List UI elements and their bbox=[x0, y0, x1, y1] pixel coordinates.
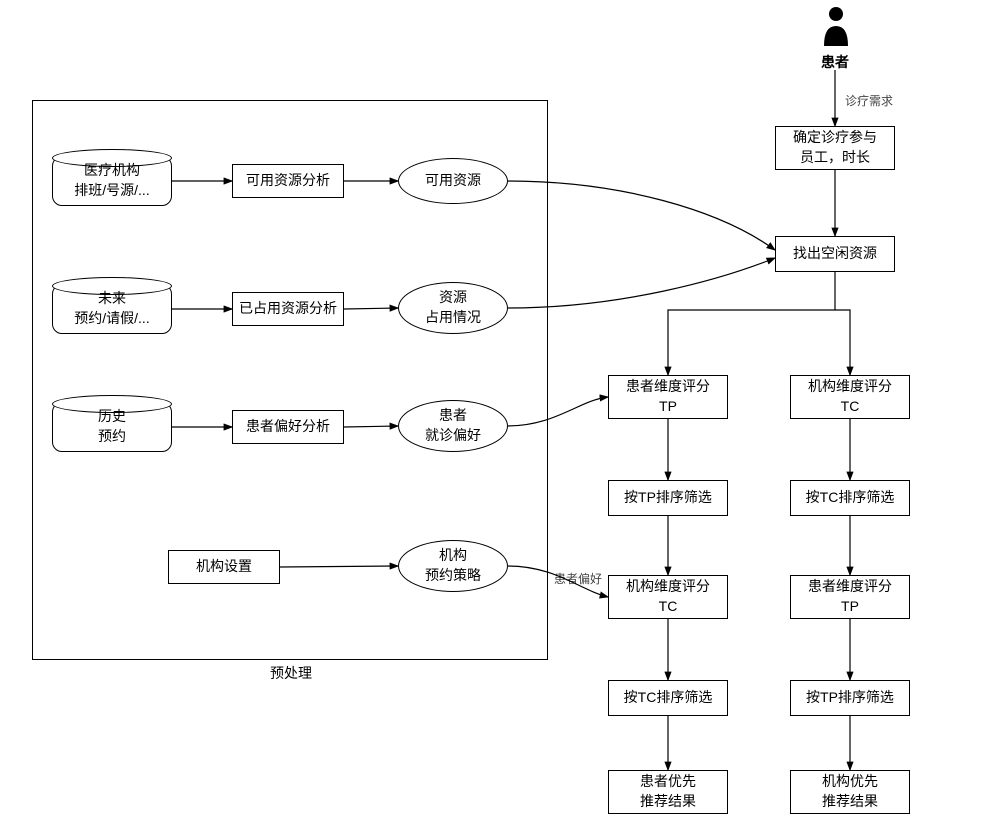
patient-actor-label: 患者 bbox=[820, 52, 850, 72]
cylinder-text: 历史预约 bbox=[98, 407, 126, 446]
cylinder-text: 医疗机构排班/号源/... bbox=[74, 161, 149, 200]
cylinder-future-appointments: 未来预约/请假/... bbox=[52, 284, 172, 334]
cylinder-history: 历史预约 bbox=[52, 402, 172, 452]
rect-sort-tc: 按TC排序筛选 bbox=[608, 680, 728, 716]
rect-sort-tp: 按TP排序筛选 bbox=[608, 480, 728, 516]
preprocess-label: 预处理 bbox=[270, 663, 312, 683]
ellipse-available-resource: 可用资源 bbox=[398, 158, 508, 204]
rect-occupied-analysis: 已占用资源分析 bbox=[232, 292, 344, 326]
ellipse-patient-pref: 患者就诊偏好 bbox=[398, 400, 508, 452]
rect-patient-result: 患者优先推荐结果 bbox=[608, 770, 728, 814]
ellipse-org-policy: 机构预约策略 bbox=[398, 540, 508, 592]
rect-org-tc-2: 机构维度评分TC bbox=[790, 375, 910, 419]
rect-org-settings: 机构设置 bbox=[168, 550, 280, 584]
edge-label-demand: 诊疗需求 bbox=[843, 92, 895, 109]
patient-actor-icon bbox=[822, 6, 850, 51]
rect-sort-tp-2: 按TP排序筛选 bbox=[790, 680, 910, 716]
rect-preference-analysis: 患者偏好分析 bbox=[232, 410, 344, 444]
rect-determine-staff: 确定诊疗参与员工，时长 bbox=[775, 126, 895, 170]
rect-available-analysis: 可用资源分析 bbox=[232, 164, 344, 198]
rect-patient-tp-2: 患者维度评分TP bbox=[790, 575, 910, 619]
rect-sort-tc-2: 按TC排序筛选 bbox=[790, 480, 910, 516]
cylinder-text: 未来预约/请假/... bbox=[74, 289, 149, 328]
rect-org-tc: 机构维度评分TC bbox=[608, 575, 728, 619]
ellipse-occupancy: 资源占用情况 bbox=[398, 282, 508, 334]
rect-find-idle: 找出空闲资源 bbox=[775, 236, 895, 272]
edge-label-org-policy: 患者偏好 bbox=[552, 570, 604, 587]
rect-patient-tp: 患者维度评分TP bbox=[608, 375, 728, 419]
cylinder-medical-schedule: 医疗机构排班/号源/... bbox=[52, 156, 172, 206]
rect-org-result: 机构优先推荐结果 bbox=[790, 770, 910, 814]
